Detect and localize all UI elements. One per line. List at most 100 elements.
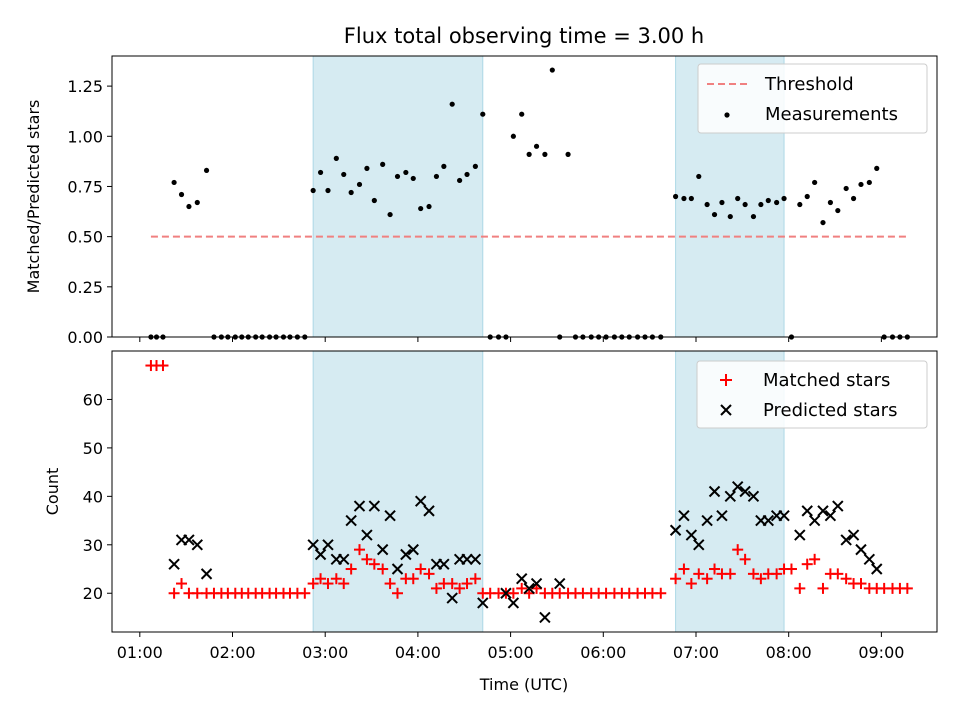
bottom-y-ticks: 20 30 40 50 60 xyxy=(83,390,112,603)
top-axes-frame xyxy=(111,55,938,338)
predicted-star-marker xyxy=(516,572,528,585)
matched-star-marker xyxy=(384,578,396,590)
bottom-x-tick-label: 02:00 xyxy=(209,643,255,662)
measurement-point xyxy=(858,181,864,188)
matched-star-marker xyxy=(801,558,813,570)
predicted-star-marker xyxy=(322,539,334,551)
top-panel: Flux total observing time = 3.00 h 0.00 0… xyxy=(24,24,938,347)
measurement-point xyxy=(774,199,780,206)
measurement-point xyxy=(696,173,702,180)
matched-star-marker xyxy=(392,587,404,599)
bottom-shaded-intervals xyxy=(312,350,785,633)
bottom-x-axis-label: Time (UTC) xyxy=(479,675,568,694)
top-legend-box xyxy=(697,63,928,134)
predicted-marker-b xyxy=(461,553,473,566)
bottom-y-axis-label: Count xyxy=(43,468,62,516)
predicted-marker-b xyxy=(739,485,751,498)
matched-star-marker xyxy=(755,573,767,585)
measurement-point xyxy=(178,191,185,198)
top-y-tick-label: 0.50 xyxy=(67,228,103,247)
predicted-star-marker xyxy=(794,529,806,541)
bottom-legend-box xyxy=(696,360,928,429)
top-y-tick-label: 0.00 xyxy=(67,328,103,347)
bottom-x-tick-label: 07:00 xyxy=(673,643,719,662)
measurement-point xyxy=(348,189,354,196)
matched-star-marker xyxy=(840,573,852,585)
measurement-point xyxy=(472,163,478,169)
measurement-point xyxy=(874,165,880,171)
measurement-point xyxy=(510,133,516,139)
predicted-star-marker xyxy=(183,534,195,546)
matched-star-marker xyxy=(330,573,342,585)
top-chart-title: Flux total observing time = 3.00 h xyxy=(344,24,704,48)
predicted-star-marker xyxy=(693,539,705,551)
predicted-marker-b xyxy=(832,500,844,512)
predicted-star-marker xyxy=(423,505,435,517)
measurement-point xyxy=(812,179,818,186)
measurement-point xyxy=(426,203,432,210)
predicted-star-marker xyxy=(530,577,543,590)
matched-star-marker xyxy=(678,563,690,575)
predicted-marker-b xyxy=(423,505,435,517)
predicted-star-marker xyxy=(762,514,774,527)
measurement-point xyxy=(171,179,177,186)
predicted-marker-b xyxy=(376,543,389,556)
measurement-point xyxy=(827,199,833,206)
predicted-marker-b xyxy=(716,510,728,522)
predicted-marker-b xyxy=(747,490,760,503)
predicted-marker-b xyxy=(191,539,203,551)
bottom-panel: 20 30 40 50 60 01:00 02:00 03:00 04:00 05:00 06:0… xyxy=(43,350,938,694)
top-y-ticks: 0.00 0.25 0.50 0.75 1.00 1.25 xyxy=(67,77,112,347)
predicted-star-marker xyxy=(731,480,744,493)
predicted-marker-b xyxy=(523,582,535,595)
predicted-marker-b xyxy=(183,534,195,546)
measurement-point xyxy=(203,167,210,174)
measurement-point xyxy=(758,201,764,208)
bottom-y-tick-label: 50 xyxy=(83,439,103,458)
matched-star-marker xyxy=(709,563,721,575)
bottom-axes-frame xyxy=(111,350,938,633)
predicted-star-marker xyxy=(507,597,520,609)
predicted-star-marker xyxy=(685,529,698,541)
shaded-interval xyxy=(312,350,484,633)
bottom-y-tick-label: 60 xyxy=(83,390,103,409)
measurement-point xyxy=(333,155,339,161)
predicted-star-marker xyxy=(314,548,327,561)
predicted-star-marker xyxy=(523,582,535,595)
predicted-marker-b xyxy=(438,558,450,570)
bottom-y-tick-label: 40 xyxy=(83,487,103,506)
predicted-star-marker xyxy=(400,548,412,561)
bottom-x-tick-label: 01:00 xyxy=(117,643,163,662)
matched-star-marker xyxy=(461,578,473,590)
matched-star-marker xyxy=(507,587,519,599)
top-y-tick-label: 0.75 xyxy=(67,177,103,196)
matched-star-marker xyxy=(469,573,481,585)
predicted-marker-b xyxy=(345,514,357,527)
bottom-x-tick-label: 06:00 xyxy=(580,643,626,662)
matched-star-marker xyxy=(345,563,357,575)
measurement-point xyxy=(364,165,370,171)
matched-star-marker xyxy=(446,578,458,590)
predicted-star-marker xyxy=(739,485,751,498)
legend-measurements-label: Measurements xyxy=(765,104,898,125)
measurement-point xyxy=(542,151,548,157)
predicted-star-marker xyxy=(778,510,790,522)
measurement-point xyxy=(866,179,872,186)
predicted-marker-b xyxy=(314,548,327,561)
predicted-star-marker xyxy=(817,505,829,517)
matched-star-marker xyxy=(354,544,365,556)
measurement-point xyxy=(735,195,741,202)
measurement-point xyxy=(371,197,377,204)
predicted-star-marker xyxy=(353,500,366,512)
predicted-star-marker xyxy=(345,514,357,527)
predicted-marker-b xyxy=(554,577,566,590)
matched-star-marker xyxy=(901,582,913,594)
matched-star-marker xyxy=(685,578,697,590)
bottom-x-tick-label: 08:00 xyxy=(766,643,812,662)
measurement-point xyxy=(711,211,718,218)
measurement-point xyxy=(843,185,849,192)
legend-measurements-swatch xyxy=(724,112,730,118)
measurement-point xyxy=(194,199,200,206)
top-legend: Threshold Measurements xyxy=(697,63,928,134)
measurement-point xyxy=(526,151,532,157)
